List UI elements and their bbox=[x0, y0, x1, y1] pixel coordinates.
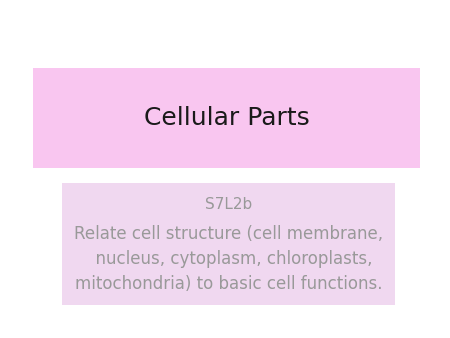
Text: S7L2b: S7L2b bbox=[205, 197, 252, 213]
Text: Cellular Parts: Cellular Parts bbox=[144, 106, 310, 130]
Text: Relate cell structure (cell membrane,
  nucleus, cytoplasm, chloroplasts,
mitoch: Relate cell structure (cell membrane, nu… bbox=[74, 225, 383, 293]
Bar bbox=[62, 183, 395, 305]
Bar bbox=[33, 68, 420, 168]
